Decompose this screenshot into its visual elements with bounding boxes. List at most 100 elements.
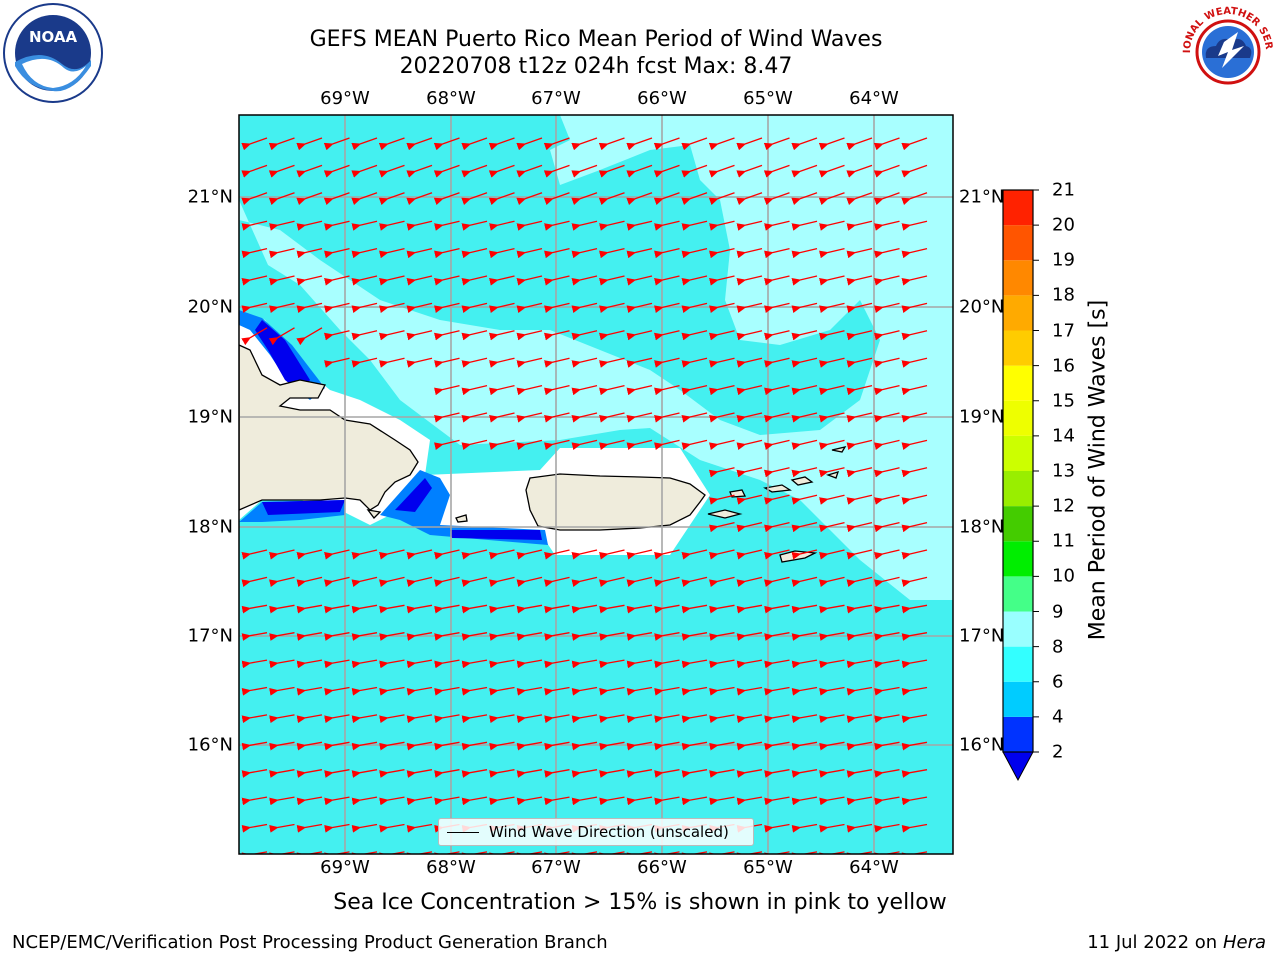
direction-arrow	[736, 549, 763, 560]
direction-arrow	[626, 549, 653, 560]
direction-arrow	[764, 632, 790, 641]
direction-arrow	[351, 686, 378, 696]
direction-arrow	[516, 632, 543, 641]
direction-arrow	[544, 330, 570, 341]
direction-arrow	[791, 302, 818, 313]
colorbar-segment	[1003, 365, 1033, 401]
direction-arrow	[791, 576, 818, 587]
direction-arrow	[324, 823, 350, 833]
direction-arrow	[351, 302, 378, 313]
direction-arrow	[626, 137, 653, 151]
direction-arrow	[709, 494, 735, 505]
direction-arrow	[324, 632, 350, 641]
direction-arrow	[406, 247, 433, 259]
direction-arrow	[901, 659, 928, 669]
direction-arrow	[736, 796, 763, 806]
direction-arrow	[736, 576, 763, 587]
direction-arrow	[681, 330, 708, 341]
direction-arrow	[901, 769, 928, 778]
chart-subtitle: 20220708 t12z 024h fcst Max: 8.47	[399, 54, 793, 79]
direction-arrow	[434, 412, 460, 423]
beata-island	[366, 509, 382, 519]
direction-arrow	[544, 439, 570, 450]
direction-arrow	[626, 769, 653, 778]
direction-arrow	[626, 164, 653, 178]
lon-tick-top-66: 66°W	[637, 88, 687, 109]
direction-arrow	[654, 632, 680, 641]
direction-arrow	[351, 164, 378, 178]
direction-arrow	[269, 686, 295, 696]
direction-arrow	[818, 164, 845, 178]
direction-arrow	[874, 796, 900, 806]
direction-arrow	[736, 769, 763, 778]
direction-arrow	[846, 686, 873, 696]
direction-arrow	[818, 137, 845, 151]
direction-arrow	[544, 220, 570, 231]
direction-arrow	[846, 549, 873, 560]
direction-arrow	[681, 769, 708, 778]
direction-arrow	[901, 384, 928, 396]
direction-arrow	[241, 741, 268, 751]
colorbar-segment	[1003, 295, 1033, 331]
colorbar	[1002, 189, 1039, 782]
direction-arrow	[516, 796, 543, 806]
colorbar-label: 12	[1052, 495, 1075, 517]
direction-arrow	[296, 823, 323, 833]
lon-tick-bottom-64: 64°W	[849, 857, 899, 878]
direction-arrow	[296, 549, 323, 560]
direction-arrow	[434, 769, 460, 778]
direction-arrow	[709, 659, 735, 669]
direction-arrow	[544, 549, 570, 560]
direction-arrow	[736, 604, 763, 614]
direction-arrow	[736, 330, 763, 341]
direction-arrow	[434, 220, 460, 231]
lat-tick-left-20: 20°N	[187, 296, 233, 318]
period-under-2-band-south	[262, 500, 345, 515]
direction-arrow	[461, 164, 488, 178]
direction-arrow	[681, 686, 708, 696]
direction-arrow	[516, 412, 543, 423]
direction-arrow	[681, 741, 708, 751]
direction-arrow	[351, 714, 378, 724]
direction-arrow	[818, 192, 845, 206]
direction-arrow	[846, 714, 873, 724]
direction-arrow	[296, 604, 323, 614]
direction-arrow	[626, 302, 653, 313]
colorbar-label: 18	[1052, 284, 1075, 306]
lon-tick-top-64: 64°W	[849, 88, 899, 109]
direction-arrow	[296, 576, 323, 587]
direction-arrow	[406, 823, 433, 833]
colorbar-segment	[1003, 330, 1033, 366]
direction-arrow	[543, 137, 570, 151]
direction-arrow	[764, 494, 790, 505]
direction-arrow	[791, 357, 818, 368]
direction-arrow	[488, 192, 515, 206]
colorbar-label: 9	[1052, 601, 1064, 622]
direction-arrow	[819, 275, 845, 286]
direction-arrow	[351, 247, 378, 259]
direction-arrow	[544, 247, 570, 259]
direction-arrow	[489, 632, 515, 641]
direction-arrow	[516, 330, 543, 341]
direction-arrow	[379, 357, 405, 368]
direction-arrow	[901, 330, 928, 341]
direction-arrow	[819, 796, 845, 806]
direction-arrow	[846, 137, 873, 151]
direction-arrow	[269, 659, 295, 669]
direction-arrow	[653, 137, 680, 151]
direction-arrow	[571, 769, 598, 778]
direction-arrow	[324, 275, 350, 286]
direction-arrow	[268, 192, 295, 206]
direction-arrow	[819, 467, 845, 478]
map-legend: Wind Wave Direction (unscaled)	[438, 818, 754, 846]
lon-tick-top-67: 67°W	[531, 88, 581, 109]
direction-arrow	[296, 220, 323, 231]
direction-arrow	[874, 686, 900, 696]
direction-arrow	[791, 521, 818, 533]
direction-arrow	[544, 714, 570, 724]
direction-arrow	[599, 302, 625, 313]
direction-arrow	[763, 137, 790, 151]
direction-arrow	[516, 439, 543, 450]
direction-arrow	[241, 164, 268, 178]
direction-arrow	[846, 302, 873, 313]
